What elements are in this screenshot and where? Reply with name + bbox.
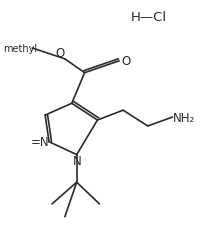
- Text: H—Cl: H—Cl: [131, 11, 167, 24]
- Text: N: N: [73, 155, 82, 168]
- Text: NH₂: NH₂: [173, 111, 195, 124]
- Text: O: O: [55, 48, 64, 61]
- Text: =N: =N: [31, 136, 50, 149]
- Text: methyl: methyl: [3, 44, 38, 54]
- Text: O: O: [121, 55, 131, 68]
